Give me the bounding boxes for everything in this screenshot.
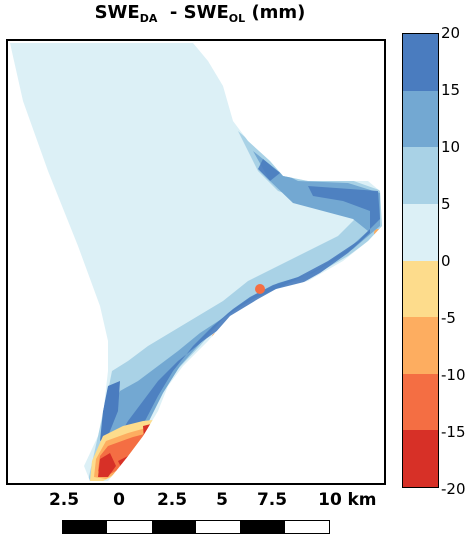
scale-bar [62,520,330,534]
title-swe-da: SWE [94,2,140,23]
title-unit: (mm) [251,2,306,23]
scale-unit: km [347,490,377,510]
colorbar-tick-label: -10 [441,366,466,384]
scale-bar-segment [151,521,196,533]
colorbar-tick-label: -5 [441,309,456,327]
scale-bar-segment [284,521,329,533]
spot-orange-1 [255,284,265,294]
spot-orange-2 [374,229,382,237]
title-swe-ol: - SWE [169,2,229,23]
colorbar-tick-label: 15 [441,81,461,99]
title-sub-da: DA [139,12,158,25]
colorbar-segment-10-15 [403,90,438,148]
colorbar-segment-0-5 [403,203,438,261]
scale-label: 7.5 [256,490,288,510]
band-dark-blue-west [100,381,120,441]
swe-difference-map [10,43,382,481]
colorbar-segment-neg10-neg5 [403,317,438,374]
scale-label: 0 [113,490,125,510]
scale-bar-segment [195,521,241,533]
colorbar-tick-label: 20 [441,24,461,42]
scale-bar-segment [107,521,152,533]
scale-label: 10 [318,490,342,510]
scale-label: 5 [216,490,228,510]
title-sub-ol: OL [228,12,246,25]
colorbar-segment-5-10 [403,147,438,204]
scale-bar-segment [240,521,285,533]
land-area [10,43,382,481]
colorbar-segment-neg15-neg10 [403,373,438,431]
colorbar-segment-neg5-0 [403,260,438,318]
scale-label: 2.5 [48,490,80,510]
scale-bar-segment [63,521,108,533]
colorbar-tick-label: -20 [441,480,466,498]
colorbar-tick-label: 5 [441,195,451,213]
map-title: SWEDA - SWEOL (mm) [60,2,340,25]
map-panel [6,39,386,485]
colorbar-segment-neg20-neg15 [403,430,438,487]
spot-yellow-1 [212,333,220,341]
colorbar-tick-label: 0 [441,252,451,270]
scale-label: 2.5 [156,490,188,510]
colorbar-tick-label: -15 [441,423,466,441]
colorbar-segment-15-20 [403,34,438,91]
colorbar [402,33,439,488]
colorbar-tick-label: 10 [441,138,461,156]
